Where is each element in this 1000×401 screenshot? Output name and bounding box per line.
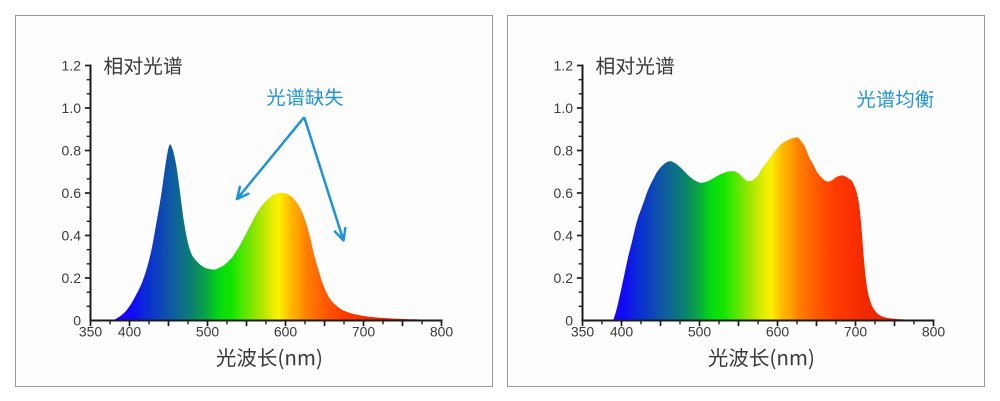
- svg-text:0.4: 0.4: [62, 228, 82, 244]
- svg-text:0.4: 0.4: [554, 228, 574, 244]
- svg-text:1.2: 1.2: [62, 58, 82, 74]
- svg-text:0: 0: [73, 313, 81, 329]
- svg-text:1.2: 1.2: [554, 58, 574, 74]
- svg-text:0.2: 0.2: [62, 270, 82, 286]
- svg-text:1.0: 1.0: [62, 100, 82, 116]
- svg-text:0.6: 0.6: [62, 185, 82, 201]
- svg-text:800: 800: [430, 324, 454, 340]
- svg-text:0.6: 0.6: [554, 185, 574, 201]
- svg-text:0.8: 0.8: [554, 143, 574, 159]
- svg-text:400: 400: [610, 324, 634, 340]
- svg-text:500: 500: [688, 324, 712, 340]
- svg-text:350: 350: [79, 324, 103, 340]
- svg-text:600: 600: [766, 324, 790, 340]
- svg-text:0: 0: [565, 313, 573, 329]
- svg-text:1.0: 1.0: [554, 100, 574, 116]
- svg-text:0.2: 0.2: [554, 270, 574, 286]
- svg-text:700: 700: [352, 324, 376, 340]
- svg-text:350: 350: [571, 324, 595, 340]
- svg-text:700: 700: [844, 324, 868, 340]
- svg-text:800: 800: [922, 324, 946, 340]
- svg-text:500: 500: [196, 324, 220, 340]
- svg-text:600: 600: [274, 324, 298, 340]
- svg-text:0.8: 0.8: [62, 143, 82, 159]
- svg-text:400: 400: [118, 324, 142, 340]
